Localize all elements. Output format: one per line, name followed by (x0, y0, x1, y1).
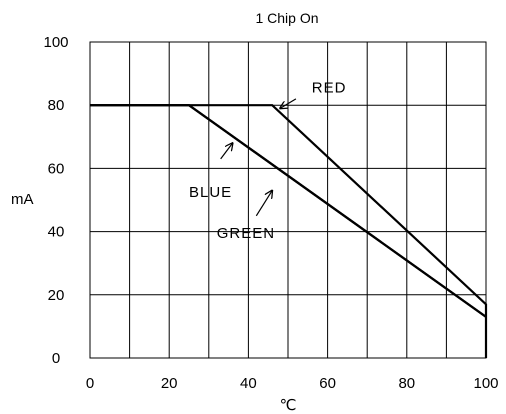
series-label-green: GREEN (217, 225, 275, 242)
annotation-arrow-blue (220, 143, 233, 160)
x-tick-label: 100 (473, 375, 498, 392)
series-line-green (90, 104, 487, 318)
series-lines (90, 104, 488, 358)
x-axis-ticks: 0 20 40 60 80 100 (86, 375, 499, 392)
y-tick-label: 0 (52, 350, 60, 367)
x-tick-label: 20 (161, 375, 178, 392)
y-tick-label: 80 (48, 97, 65, 114)
y-tick-label: 60 (48, 160, 65, 177)
x-tick-label: 60 (319, 375, 336, 392)
series-label-blue: BLUE (189, 184, 232, 201)
y-tick-label: 40 (48, 224, 65, 241)
x-tick-label: 40 (240, 375, 257, 392)
chart-title: 1 Chip On (255, 10, 318, 26)
y-axis-ticks: 0 20 40 60 80 100 (43, 34, 68, 367)
series-annotations: RED BLUE GREEN (189, 80, 347, 242)
series-label-red: RED (312, 80, 347, 97)
y-axis-label: mA (11, 191, 34, 208)
annotation-arrow-green (255, 191, 272, 217)
grid (90, 42, 486, 358)
x-tick-label: 0 (86, 375, 94, 392)
plot-frame (89, 41, 487, 359)
annotation-arrow-red (280, 98, 297, 108)
x-tick-label: 80 (398, 375, 415, 392)
y-tick-label: 100 (43, 34, 68, 51)
y-tick-label: 20 (48, 287, 65, 304)
x-axis-label: ℃ (280, 397, 297, 414)
